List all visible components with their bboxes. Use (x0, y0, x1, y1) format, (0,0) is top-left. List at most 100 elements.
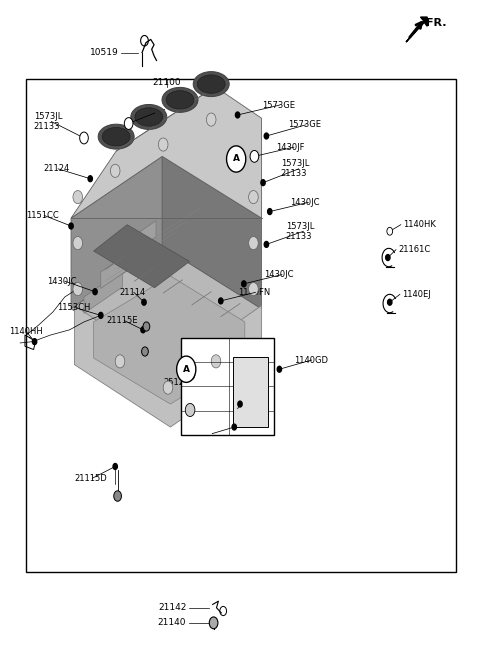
Ellipse shape (102, 127, 130, 146)
Circle shape (233, 152, 242, 164)
Circle shape (73, 283, 83, 296)
Text: 1573JL
21133: 1573JL 21133 (286, 222, 314, 240)
Circle shape (115, 355, 125, 368)
Polygon shape (71, 246, 262, 371)
Circle shape (232, 424, 236, 430)
Polygon shape (94, 225, 190, 288)
Polygon shape (101, 246, 139, 288)
Circle shape (80, 132, 88, 144)
Circle shape (238, 401, 242, 407)
Circle shape (113, 464, 118, 470)
Polygon shape (162, 156, 262, 309)
Text: 21142: 21142 (158, 603, 186, 612)
Circle shape (73, 191, 83, 204)
Circle shape (189, 373, 193, 378)
Circle shape (235, 112, 240, 118)
Bar (181, 338, 274, 435)
Circle shape (209, 617, 218, 629)
Circle shape (211, 355, 221, 368)
Circle shape (387, 227, 393, 235)
Circle shape (249, 283, 258, 296)
Circle shape (250, 150, 259, 162)
Circle shape (252, 154, 256, 160)
Text: 1573GE: 1573GE (262, 101, 295, 110)
Circle shape (124, 118, 133, 129)
Ellipse shape (162, 87, 198, 112)
Circle shape (114, 491, 121, 501)
Circle shape (206, 113, 216, 126)
Circle shape (88, 176, 92, 182)
Text: 21115E: 21115E (107, 316, 138, 325)
Circle shape (185, 367, 195, 380)
Circle shape (93, 289, 97, 294)
Ellipse shape (131, 104, 167, 129)
Circle shape (143, 322, 150, 331)
Text: 1430JC: 1430JC (264, 270, 293, 279)
Circle shape (99, 313, 103, 319)
Text: 1140EJ: 1140EJ (402, 290, 431, 299)
Circle shape (185, 403, 195, 417)
Ellipse shape (166, 91, 194, 109)
Circle shape (82, 135, 86, 141)
Circle shape (268, 209, 272, 214)
Circle shape (127, 121, 131, 126)
Circle shape (242, 281, 246, 287)
Circle shape (249, 191, 258, 204)
Bar (26, 79, 456, 572)
Text: 1430JC: 1430JC (290, 198, 320, 207)
Text: 1140FN: 1140FN (238, 288, 270, 297)
Text: A: A (183, 365, 190, 374)
Circle shape (388, 300, 392, 305)
Polygon shape (94, 276, 245, 404)
Polygon shape (406, 17, 427, 42)
Text: 1140HH: 1140HH (9, 327, 42, 336)
Text: 10519: 10519 (90, 48, 119, 57)
Circle shape (158, 138, 168, 151)
Polygon shape (84, 271, 122, 313)
Circle shape (163, 381, 173, 394)
Circle shape (249, 237, 258, 250)
Text: 1430JF: 1430JF (137, 108, 165, 118)
Ellipse shape (98, 124, 134, 149)
Text: 21140: 21140 (158, 618, 186, 627)
Circle shape (264, 242, 269, 248)
Text: 21115D: 21115D (74, 474, 107, 483)
Circle shape (386, 254, 390, 260)
Text: A: A (233, 154, 240, 164)
Ellipse shape (193, 72, 229, 97)
Polygon shape (118, 221, 156, 263)
Bar (233, 357, 268, 427)
Circle shape (227, 146, 246, 172)
Circle shape (142, 347, 148, 356)
Polygon shape (71, 156, 162, 309)
Circle shape (264, 133, 269, 139)
Text: 21124: 21124 (43, 164, 70, 173)
Circle shape (141, 327, 145, 333)
Circle shape (219, 298, 223, 304)
Text: 1573GE: 1573GE (288, 120, 321, 129)
Text: 21100: 21100 (153, 78, 181, 87)
Text: 1430JF: 1430JF (276, 143, 304, 152)
Circle shape (110, 164, 120, 177)
Circle shape (388, 229, 392, 235)
Text: 21522C: 21522C (194, 429, 227, 438)
Text: 1430JC: 1430JC (47, 277, 76, 286)
Text: 1140HK: 1140HK (403, 220, 436, 229)
Circle shape (69, 223, 73, 229)
Ellipse shape (197, 75, 225, 93)
Circle shape (177, 356, 196, 382)
Text: 21119B: 21119B (220, 404, 252, 413)
Text: 21161C: 21161C (398, 245, 431, 254)
Text: 1151CC: 1151CC (26, 211, 59, 220)
Text: 1573JL
21133: 1573JL 21133 (281, 160, 309, 178)
Circle shape (142, 300, 146, 305)
Text: 25124D: 25124D (163, 378, 196, 387)
Circle shape (32, 339, 36, 344)
Text: FR.: FR. (426, 18, 447, 28)
Polygon shape (74, 306, 262, 427)
Circle shape (261, 180, 265, 186)
Polygon shape (71, 87, 262, 218)
Ellipse shape (135, 108, 163, 126)
Text: 1153CH: 1153CH (57, 303, 90, 312)
Circle shape (277, 367, 281, 372)
